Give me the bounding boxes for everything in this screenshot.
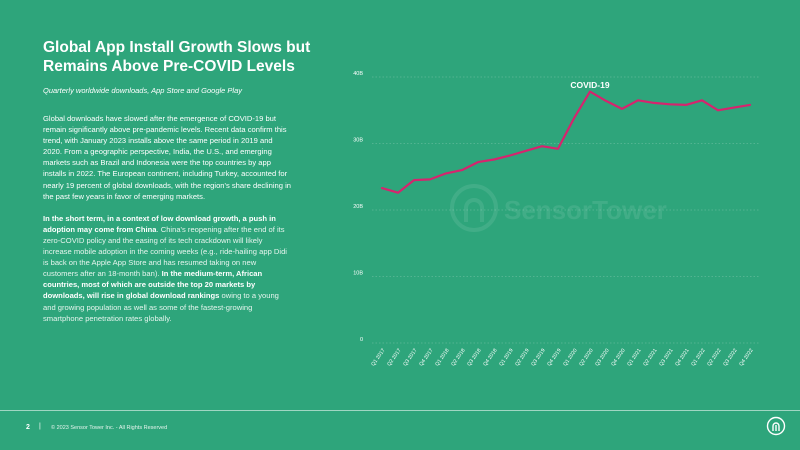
- y-tick-label: 20B: [353, 204, 363, 210]
- x-tick-label: Q1 2019: [498, 348, 514, 368]
- paragraph-1: Global downloads have slowed after the e…: [43, 114, 291, 201]
- x-tick-label: Q1 2021: [626, 348, 642, 368]
- watermark-logo-mark: [464, 198, 484, 222]
- x-tick-label: Q2 2021: [642, 348, 658, 368]
- y-tick-label: 10B: [353, 271, 363, 277]
- text-africa: owing to a young and growing population …: [43, 291, 279, 323]
- watermark-logo-icon: [450, 184, 498, 232]
- chart-series: [380, 90, 752, 194]
- y-tick-label: 0: [360, 337, 363, 343]
- x-tick-label: Q4 2021: [674, 348, 690, 368]
- page-number: 2: [26, 424, 30, 431]
- copyright-text: © 2023 Sensor Tower Inc. - All Rights Re…: [51, 425, 168, 431]
- x-tick-label: Q3 2020: [594, 348, 610, 368]
- x-tick-label: Q2 2019: [514, 348, 530, 368]
- covid-annotation: COVID-19: [570, 80, 609, 90]
- highlight-china: In the short term, in a context of low d…: [43, 213, 276, 234]
- x-tick-label: Q1 2022: [690, 348, 706, 368]
- sensortower-logo-icon: [766, 416, 786, 436]
- chart-grid: [372, 76, 760, 344]
- x-tick-label: Q3 2021: [658, 348, 674, 368]
- x-tick-label: Q4 2017: [418, 348, 434, 368]
- x-tick-label: Q3 2017: [402, 348, 418, 368]
- text-china: . China's reopening after the end of its…: [43, 224, 287, 279]
- x-tick-label: Q2 2022: [706, 348, 722, 368]
- x-tick-label: Q2 2017: [386, 348, 402, 368]
- highlight-africa: In the medium-term, African countries, m…: [43, 269, 263, 301]
- footer-separator: |: [39, 423, 41, 430]
- x-axis: Q1 2017 Q2 2017 Q3 2017 Q4 2017 Q1 2018 Q2 20…: [370, 348, 754, 368]
- body-text: Global downloads have slowed after the e…: [43, 113, 291, 335]
- y-tick-label: 30B: [353, 138, 363, 144]
- x-tick-label: Q3 2019: [530, 348, 546, 368]
- x-tick-label: Q1 2017: [370, 348, 386, 368]
- y-axis: 0 10B 20B 30B 40B: [353, 71, 363, 343]
- paragraph-2: In the short term, in a context of low d…: [43, 213, 291, 324]
- chart-subtitle: Quarterly worldwide downloads, App Store…: [43, 86, 242, 95]
- x-tick-label: Q3 2018: [466, 348, 482, 368]
- page-title: Global App Install Growth Slows but Rema…: [43, 39, 311, 75]
- x-tick-label: Q4 2019: [546, 348, 562, 368]
- x-tick-label: Q3 2022: [722, 348, 738, 368]
- x-tick-label: Q4 2022: [738, 348, 754, 368]
- footer-divider: [0, 410, 800, 411]
- chart-annotations: COVID-19: [570, 80, 609, 90]
- x-tick-label: Q2 2018: [450, 348, 466, 368]
- series-line: [380, 90, 752, 194]
- x-tick-label: Q1 2018: [434, 348, 450, 368]
- x-tick-label: Q4 2018: [482, 348, 498, 368]
- x-tick-label: Q2 2020: [578, 348, 594, 368]
- y-tick-label: 40B: [353, 71, 363, 77]
- x-tick-label: Q1 2020: [562, 348, 578, 368]
- x-tick-label: Q4 2020: [610, 348, 626, 368]
- sensortower-watermark: SensorTower: [450, 184, 667, 232]
- watermark-text: SensorTower: [504, 195, 667, 225]
